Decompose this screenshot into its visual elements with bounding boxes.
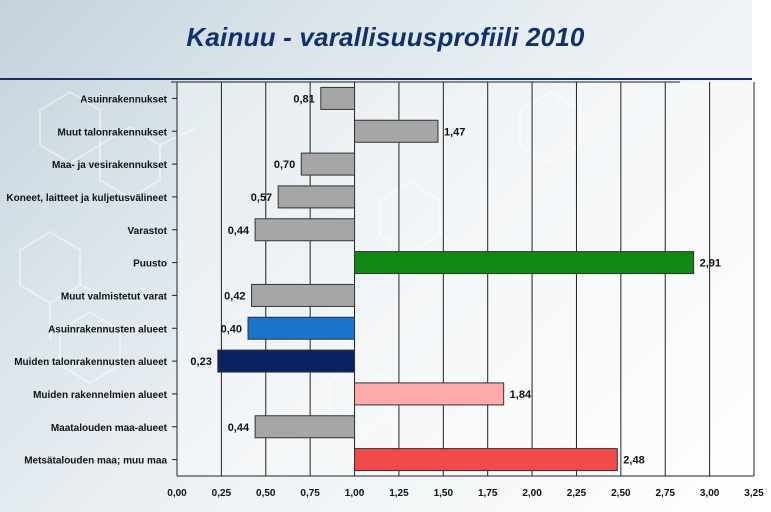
x-tick-label: 0,75 — [300, 488, 320, 499]
data-label: 2,91 — [700, 258, 721, 270]
bar — [300, 152, 356, 176]
bar — [354, 448, 618, 472]
category-label: Maa- ja vesirakennukset — [52, 160, 168, 171]
data-label: 0,44 — [228, 225, 250, 237]
bar — [320, 86, 356, 110]
bar — [277, 185, 356, 209]
slide-right-edge — [752, 0, 771, 512]
category-label: Koneet, laitteet ja kuljetusvälineet — [6, 193, 167, 204]
x-tick-label: 3,00 — [700, 488, 720, 499]
bar — [354, 382, 505, 406]
category-label: Maatalouden maa-alueet — [51, 423, 168, 434]
bar — [354, 119, 439, 143]
data-label: 0,23 — [190, 356, 211, 368]
x-tick-label: 1,50 — [434, 488, 454, 499]
x-tick-label: 3,25 — [744, 488, 764, 499]
bar — [254, 415, 356, 439]
bar — [251, 283, 356, 307]
data-label: 0,44 — [228, 422, 250, 434]
data-label: 0,40 — [221, 323, 242, 335]
category-label: Puusto — [133, 259, 167, 270]
category-label: Varastot — [128, 226, 168, 237]
x-tick-label: 2,50 — [611, 488, 631, 499]
bar — [247, 316, 356, 340]
x-tick-label: 1,25 — [389, 488, 409, 499]
data-label: 1,84 — [510, 389, 532, 401]
category-label: Muiden rakennelmien alueet — [33, 390, 168, 401]
x-tick-label: 2,00 — [522, 488, 542, 499]
data-label: 0,70 — [274, 159, 295, 171]
x-tick-label: 0,25 — [212, 488, 232, 499]
category-label: Muiden talonrakennusten alueet — [14, 357, 167, 368]
data-label: 0,57 — [251, 192, 272, 204]
category-label: Muut valmistetut varat — [61, 291, 168, 302]
category-label: Metsätalouden maa; muu maa — [24, 456, 167, 467]
title-divider-line — [0, 78, 771, 80]
category-label: Muut talonrakennukset — [58, 127, 168, 138]
category-label: Asuinrakennusten alueet — [48, 324, 168, 335]
x-tick-label: 1,75 — [478, 488, 498, 499]
bar — [254, 218, 356, 242]
bar — [217, 349, 356, 373]
bar — [354, 251, 695, 275]
category-label: Asuinrakennukset — [80, 94, 167, 105]
x-tick-label: 2,75 — [655, 488, 675, 499]
data-label: 0,81 — [293, 93, 314, 105]
x-tick-label: 0,00 — [167, 488, 187, 499]
x-tick-label: 2,25 — [567, 488, 587, 499]
data-label: 0,42 — [224, 290, 245, 302]
x-tick-label: 1,00 — [345, 488, 365, 499]
data-label: 1,47 — [444, 126, 465, 138]
x-tick-label: 0,50 — [256, 488, 276, 499]
data-label: 2,48 — [623, 455, 644, 467]
chart-title: Kainuu - varallisuusprofiili 2010 — [186, 22, 585, 52]
plot-area — [177, 82, 754, 476]
